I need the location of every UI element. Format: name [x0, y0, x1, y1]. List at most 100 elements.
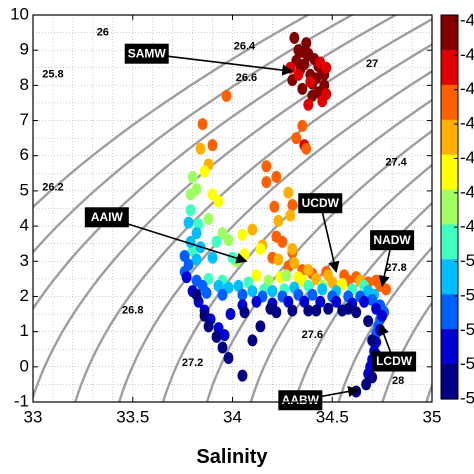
y-tick-label: 1	[20, 321, 29, 340]
data-point	[277, 235, 288, 248]
data-point	[183, 216, 194, 229]
data-point	[239, 306, 250, 319]
data-point	[327, 276, 338, 289]
data-point	[281, 269, 292, 282]
isopycnal-label: 27.6	[302, 329, 323, 341]
data-point	[303, 264, 314, 277]
isopycnal-label: 27	[366, 58, 378, 70]
data-point	[185, 204, 196, 217]
data-point	[265, 302, 276, 315]
data-point	[195, 142, 206, 155]
data-point	[283, 295, 294, 308]
data-point	[271, 170, 282, 183]
isopycnal-curve	[381, 300, 432, 402]
isopycnal-curve	[293, 201, 432, 402]
isopycnal-label: 27.8	[385, 262, 406, 274]
data-point	[237, 288, 248, 301]
data-point	[219, 329, 230, 342]
data-point	[301, 142, 312, 155]
data-point	[293, 68, 304, 81]
data-point	[181, 271, 192, 284]
isopycnal-label: 28	[392, 375, 404, 387]
data-point	[185, 188, 196, 201]
colorbar-segment	[441, 294, 458, 330]
data-point	[359, 295, 370, 308]
data-point	[207, 251, 218, 264]
y-tick-label: 6	[20, 145, 29, 164]
data-point	[201, 286, 212, 299]
data-point	[267, 285, 278, 298]
y-tick-label: 8	[20, 75, 29, 94]
isopycnal-curve	[337, 245, 432, 402]
data-point	[287, 304, 298, 317]
data-point	[285, 61, 296, 74]
data-point	[331, 295, 342, 308]
data-point	[301, 37, 312, 50]
water-mass-label: LCDW	[376, 354, 413, 368]
y-tick-label: -1	[14, 391, 29, 410]
data-point	[285, 209, 296, 222]
colorbar-tick-label: -5	[460, 354, 474, 373]
colorbar-tick-label: -5	[460, 388, 474, 407]
y-tick-label: 9	[20, 40, 29, 59]
data-point	[297, 119, 308, 132]
data-point	[273, 214, 284, 227]
data-point	[211, 330, 222, 343]
data-point	[223, 352, 234, 365]
data-point	[289, 31, 300, 44]
x-tick-label: 33	[24, 407, 43, 426]
data-point	[213, 279, 224, 292]
colorbar-segment	[441, 119, 458, 156]
colorbar-segment	[441, 49, 458, 86]
data-point	[297, 82, 308, 95]
data-point	[261, 176, 272, 189]
data-point	[283, 186, 294, 199]
water-mass-arrows	[106, 52, 395, 402]
data-point	[351, 306, 362, 319]
isopycnal-curve	[249, 163, 432, 402]
colorbar-segment	[441, 224, 458, 260]
data-point	[317, 95, 328, 108]
data-point	[261, 160, 272, 173]
water-mass-box	[278, 390, 323, 411]
x-tick-label: 34	[223, 407, 242, 426]
data-point	[247, 334, 258, 347]
data-point	[367, 334, 378, 347]
water-mass-arrow	[319, 203, 340, 273]
water-mass-label: AABW	[282, 393, 320, 407]
colorbar-segment	[441, 329, 458, 365]
data-point	[251, 269, 262, 282]
colorbar-tick-label: -5	[460, 251, 474, 270]
data-point	[307, 89, 318, 102]
x-tick-label: 35	[423, 407, 442, 426]
water-mass-label: UCDW	[302, 196, 340, 210]
data-point	[303, 279, 314, 292]
data-point	[255, 242, 266, 255]
water-mass-labels: SAMW AAIW UCDW NADW LCDW AABW	[84, 43, 417, 411]
data-point	[273, 253, 284, 266]
isopycnal-label: 26.6	[236, 72, 257, 84]
data-points	[179, 31, 392, 398]
isopycnal-label: 25.8	[42, 69, 63, 81]
isopycnal-curve	[33, 15, 311, 209]
data-point	[211, 235, 222, 248]
isopycnal-labels: 25.8 26 26.2 26.4 26.6 26.8 27 27.2 27.4 27.6 27.8…	[42, 26, 407, 386]
data-point	[311, 304, 322, 317]
data-point	[237, 228, 248, 241]
colorbar-tick-label: -4	[460, 182, 474, 201]
colorbar-segment	[441, 154, 458, 191]
data-point	[293, 271, 304, 284]
x-tick-label: 33.5	[116, 407, 149, 426]
data-point	[251, 295, 262, 308]
data-point	[233, 279, 244, 292]
data-point	[247, 223, 258, 236]
colorbar-frame	[440, 14, 459, 400]
data-point	[247, 285, 258, 298]
isopycnal-curve	[33, 15, 399, 311]
data-point	[217, 341, 228, 354]
data-point	[315, 295, 326, 308]
y-tick-label: 7	[20, 110, 29, 129]
isopycnal-label: 26.2	[42, 181, 63, 193]
data-point	[263, 274, 274, 287]
